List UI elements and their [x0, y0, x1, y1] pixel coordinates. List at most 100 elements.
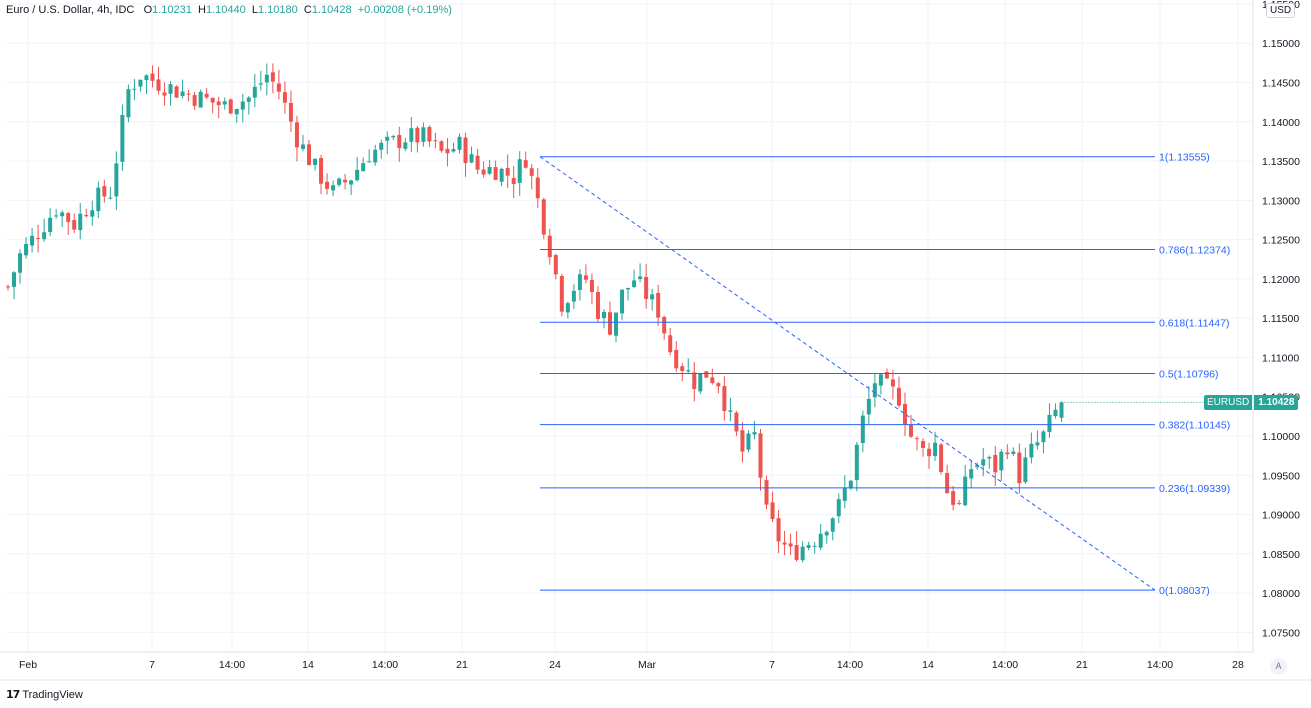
candle-body	[909, 424, 913, 437]
candle-body	[228, 99, 233, 114]
candle-body	[963, 476, 968, 506]
candle-body	[114, 163, 119, 197]
candle-body	[601, 311, 606, 319]
candle-body	[704, 371, 709, 378]
candle-body	[385, 136, 390, 141]
candle-body	[939, 444, 944, 472]
candle-body	[120, 114, 125, 162]
close-label: C	[303, 4, 312, 16]
candle-body	[746, 433, 751, 450]
candle-body	[1035, 442, 1040, 446]
candle-body	[325, 181, 330, 189]
candle-body	[493, 167, 498, 180]
open-value: 1.10231	[152, 4, 192, 16]
candle-body	[662, 316, 667, 334]
y-tick-label: 1.14000	[1262, 117, 1300, 129]
low-label: L	[251, 4, 258, 16]
x-tick-label: 14:00	[1147, 659, 1173, 671]
candle-body	[535, 177, 540, 199]
candle-body	[1023, 457, 1028, 483]
candle-body	[608, 312, 612, 335]
candle-body	[656, 292, 661, 318]
x-tick-label: 7	[149, 659, 155, 671]
candle-body	[945, 473, 950, 494]
candle-body	[90, 210, 95, 217]
x-tick-label: Mar	[638, 659, 657, 671]
candle-body	[1011, 451, 1016, 454]
candle-body	[716, 383, 721, 387]
x-tick-label: 14:00	[837, 659, 863, 671]
candle-body	[439, 141, 444, 151]
y-tick-label: 1.11500	[1262, 313, 1299, 325]
candle-body	[349, 180, 354, 185]
candle-body	[728, 410, 733, 412]
fibonacci-retracement: 1(1.13555) 0.786(1.12374) 0.618(1.11447) 0.…	[539, 152, 1230, 597]
candle-body	[734, 412, 739, 432]
currency-button[interactable]: USD	[1266, 3, 1296, 18]
candle-body	[921, 441, 926, 448]
candle-body	[565, 303, 570, 313]
candle-body	[770, 502, 775, 520]
candle-body	[951, 491, 956, 505]
candle-body	[872, 383, 877, 398]
candle-body	[24, 243, 29, 256]
candle-body	[433, 140, 438, 142]
candle-body	[78, 213, 83, 231]
candle-body	[1041, 431, 1046, 443]
candle-body	[96, 187, 101, 212]
candle-body	[174, 86, 179, 98]
tradingview-branding[interactable]: 17 TradingView	[6, 688, 83, 701]
candle-body	[595, 292, 600, 319]
candle-body	[282, 92, 287, 103]
candle-body	[475, 155, 480, 170]
candle-body	[752, 432, 757, 435]
candle-body	[481, 169, 486, 175]
candle-body	[18, 253, 23, 273]
candle-body	[957, 503, 962, 505]
candle-body	[854, 444, 859, 481]
candle-body	[553, 255, 558, 275]
y-tick-label: 1.12500	[1262, 235, 1300, 247]
candle-body	[198, 91, 203, 108]
candle-body	[517, 159, 522, 183]
candle-body	[589, 279, 594, 293]
candle-body	[674, 349, 679, 369]
candle-body	[547, 235, 552, 258]
tradingview-logo-icon: 17	[6, 688, 20, 701]
candle-body	[210, 97, 215, 103]
candle-body	[806, 545, 811, 548]
x-tick-label: 7	[769, 659, 775, 671]
candle-body	[102, 186, 107, 197]
candle-body	[307, 144, 311, 166]
candle-body	[902, 403, 907, 425]
candle-body	[132, 88, 137, 90]
candle-body	[993, 454, 998, 473]
candle-body	[162, 92, 167, 96]
candle-body	[698, 373, 703, 392]
fib-level-label: 0.786(1.12374)	[1159, 244, 1230, 256]
candle-body	[319, 158, 324, 184]
last-price-tag: EURUSD 1.10428	[1204, 395, 1299, 411]
candle-body	[680, 366, 685, 371]
candle-body	[559, 276, 564, 312]
candle-body	[668, 335, 673, 353]
candle-body	[234, 109, 239, 115]
x-tick-label: 14:00	[992, 659, 1018, 671]
candle-body	[463, 137, 468, 164]
auto-scale-button[interactable]: A	[1270, 658, 1287, 675]
candle-body	[84, 215, 89, 217]
y-tick-label: 1.12000	[1262, 274, 1300, 286]
candle-body	[487, 166, 492, 174]
candle-body	[343, 179, 348, 183]
candle-body	[1047, 414, 1052, 432]
candle-body	[355, 169, 360, 181]
candle-body	[361, 163, 366, 172]
candle-body	[987, 456, 992, 459]
fib-level-label: 0.5(1.10796)	[1159, 368, 1219, 380]
close-value: 1.10428	[311, 4, 352, 16]
candle-body	[300, 144, 305, 149]
candle-body	[1005, 452, 1010, 455]
candle-body	[776, 518, 781, 542]
x-tick-label: 24	[549, 659, 561, 671]
